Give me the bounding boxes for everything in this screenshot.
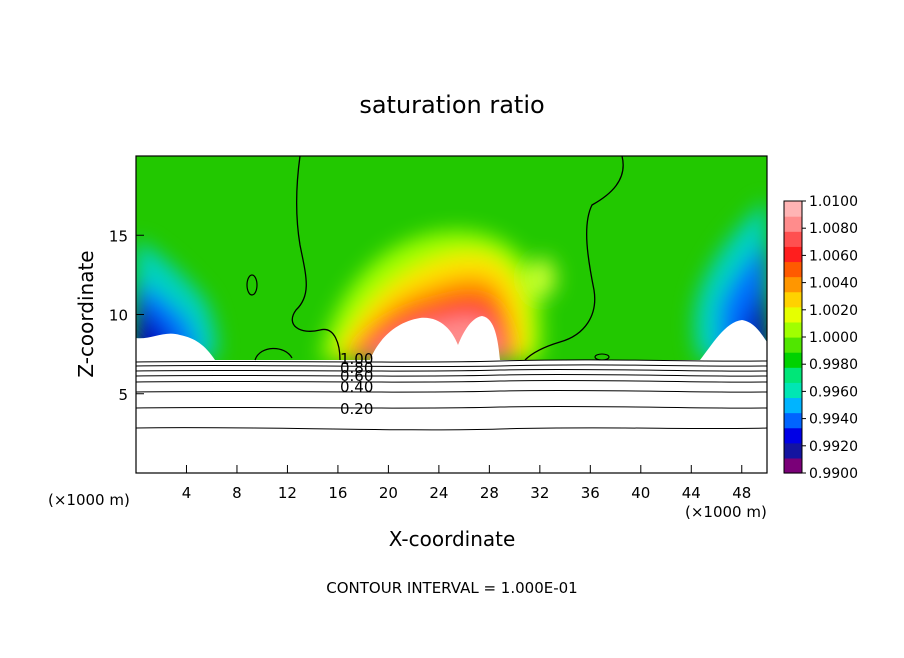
y-tick-label: 5 — [118, 386, 128, 404]
colorbar-band — [784, 457, 802, 474]
x-tick-label: 20 — [379, 484, 398, 502]
contour-label: 0.20 — [340, 400, 373, 418]
contour-label: 0.40 — [340, 378, 373, 396]
x-tick-label: 16 — [328, 484, 347, 502]
y-axis-label: Z-coordinate — [74, 250, 98, 377]
colorbar-band — [784, 397, 802, 414]
contour-label: 0.60 — [340, 367, 373, 385]
x-tick-label: 4 — [182, 484, 192, 502]
colorbar-band — [784, 337, 802, 353]
colorbar-band — [784, 246, 802, 263]
colorbar-band — [784, 306, 802, 323]
colorbar-label: 1.0080 — [809, 221, 858, 237]
colorbar-band — [784, 352, 802, 368]
colorbar-band — [784, 412, 802, 429]
colorbar — [783, 200, 803, 474]
colorbar-label: 0.9960 — [809, 384, 858, 400]
x-axis-label: X-coordinate — [389, 527, 516, 551]
contour-label: 1.00 — [340, 350, 373, 368]
colorbar-label: 1.0000 — [809, 330, 858, 346]
x-axis-unit-left: (×1000 m) — [48, 491, 130, 509]
colorbar-labels: 1.0100 1.0080 1.0060 1.0040 1.0020 1.0000 0.99… — [802, 194, 858, 482]
contour-label: 0.80 — [340, 359, 373, 377]
colorbar-label: 1.0020 — [809, 303, 858, 319]
x-tick-label: 36 — [581, 484, 600, 502]
colorbar-band — [784, 216, 802, 232]
colorbar-band — [784, 291, 802, 308]
colorbar-band — [784, 427, 802, 444]
colorbar-label: 0.9980 — [809, 357, 858, 373]
x-tick-label: 48 — [732, 484, 751, 502]
x-tick-label: 24 — [429, 484, 448, 502]
colorbar-band — [784, 367, 802, 383]
colorbar-label: 1.0100 — [809, 194, 858, 210]
colorbar-band — [784, 231, 802, 247]
colorbar-band — [784, 201, 802, 217]
y-tick-label: 10 — [109, 307, 128, 325]
x-tick-label: 12 — [278, 484, 297, 502]
colorbar-band — [784, 276, 802, 293]
y-tick-label: 15 — [109, 227, 128, 245]
contour-interval-note: CONTOUR INTERVAL = 1.000E-01 — [326, 579, 577, 597]
colorbar-band — [784, 442, 802, 459]
plot-area — [136, 156, 767, 473]
contour-labels: 1.00 0.80 0.60 0.40 0.20 — [340, 350, 373, 418]
x-tick-label: 8 — [232, 484, 242, 502]
y-axis: 5 10 15 — [109, 227, 144, 404]
x-tick-label: 40 — [631, 484, 650, 502]
colorbar-band — [784, 261, 802, 278]
colorbar-label: 1.0040 — [809, 276, 858, 292]
x-axis-unit-right: (×1000 m) — [685, 503, 767, 521]
chart-title: saturation ratio — [359, 91, 544, 119]
colorbar-band — [784, 321, 802, 338]
x-tick-label: 32 — [530, 484, 549, 502]
colorbar-label: 0.9900 — [809, 466, 858, 482]
colorbar-label: 0.9920 — [809, 439, 858, 455]
x-tick-label: 28 — [480, 484, 499, 502]
colorbar-label: 0.9940 — [809, 412, 858, 428]
x-tick-label: 44 — [682, 484, 701, 502]
colorbar-label: 1.0060 — [809, 248, 858, 264]
colorbar-band — [784, 382, 802, 399]
x-axis: 4 8 12 16 20 24 28 32 36 40 44 48 — [182, 465, 751, 502]
